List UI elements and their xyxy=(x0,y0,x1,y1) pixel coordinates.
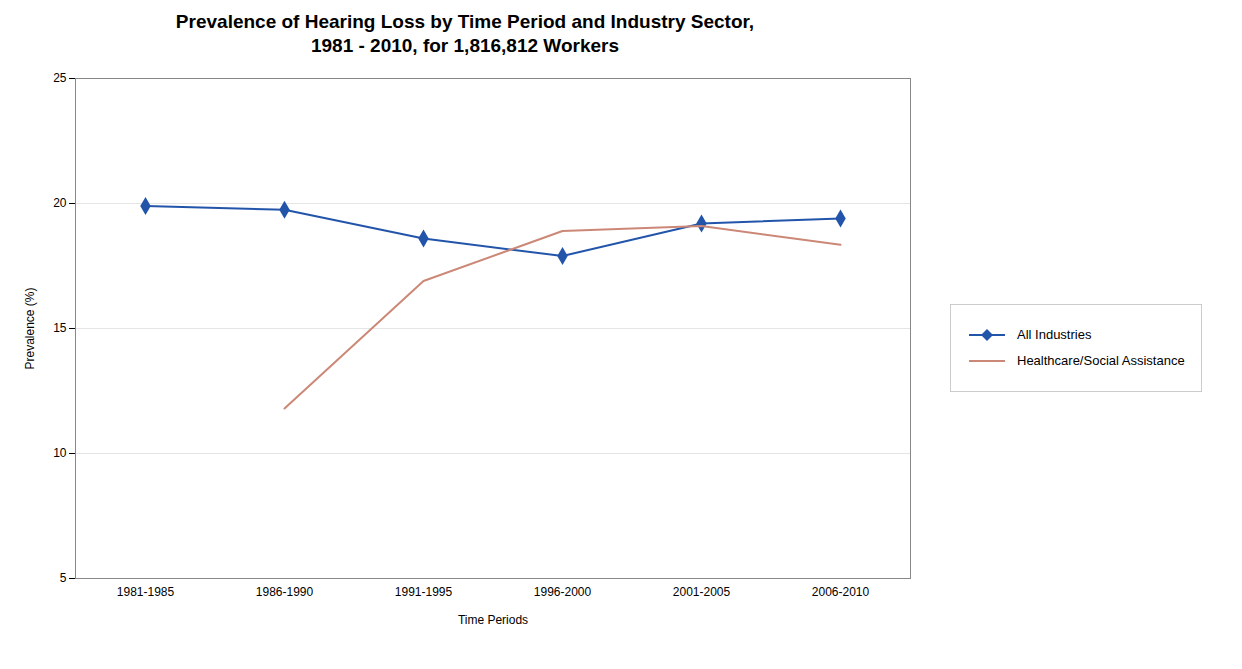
svg-text:1991-1995: 1991-1995 xyxy=(395,585,453,599)
svg-text:2001-2005: 2001-2005 xyxy=(673,585,731,599)
svg-text:1996-2000: 1996-2000 xyxy=(534,585,592,599)
html-text:Prevalence of Hearing Loss by: Prevalence of Hearing Loss by Time Perio… xyxy=(175,11,755,32)
svg-text:1986-1990: 1986-1990 xyxy=(256,585,314,599)
svg-text:15: 15 xyxy=(53,321,67,335)
svg-text:20: 20 xyxy=(53,196,67,210)
html-text:All Industries: All Industries xyxy=(1017,327,1092,342)
svg-text:Time Periods: Time Periods xyxy=(458,612,528,626)
svg-text:Prevalence (%): Prevalence (%) xyxy=(23,287,37,369)
svg-text:2006-2010: 2006-2010 xyxy=(812,585,870,599)
svg-text:5: 5 xyxy=(60,571,67,585)
svg-text:25: 25 xyxy=(53,71,67,85)
html-text:1981 - 2010, for 1,816,812 Wor: 1981 - 2010, for 1,816,812 Workers xyxy=(311,34,619,56)
svg-text:10: 10 xyxy=(53,446,67,460)
svg-text:1981-1985: 1981-1985 xyxy=(117,585,175,599)
html-text:Healthcare/Social Assistance: Healthcare/Social Assistance xyxy=(1017,353,1185,368)
